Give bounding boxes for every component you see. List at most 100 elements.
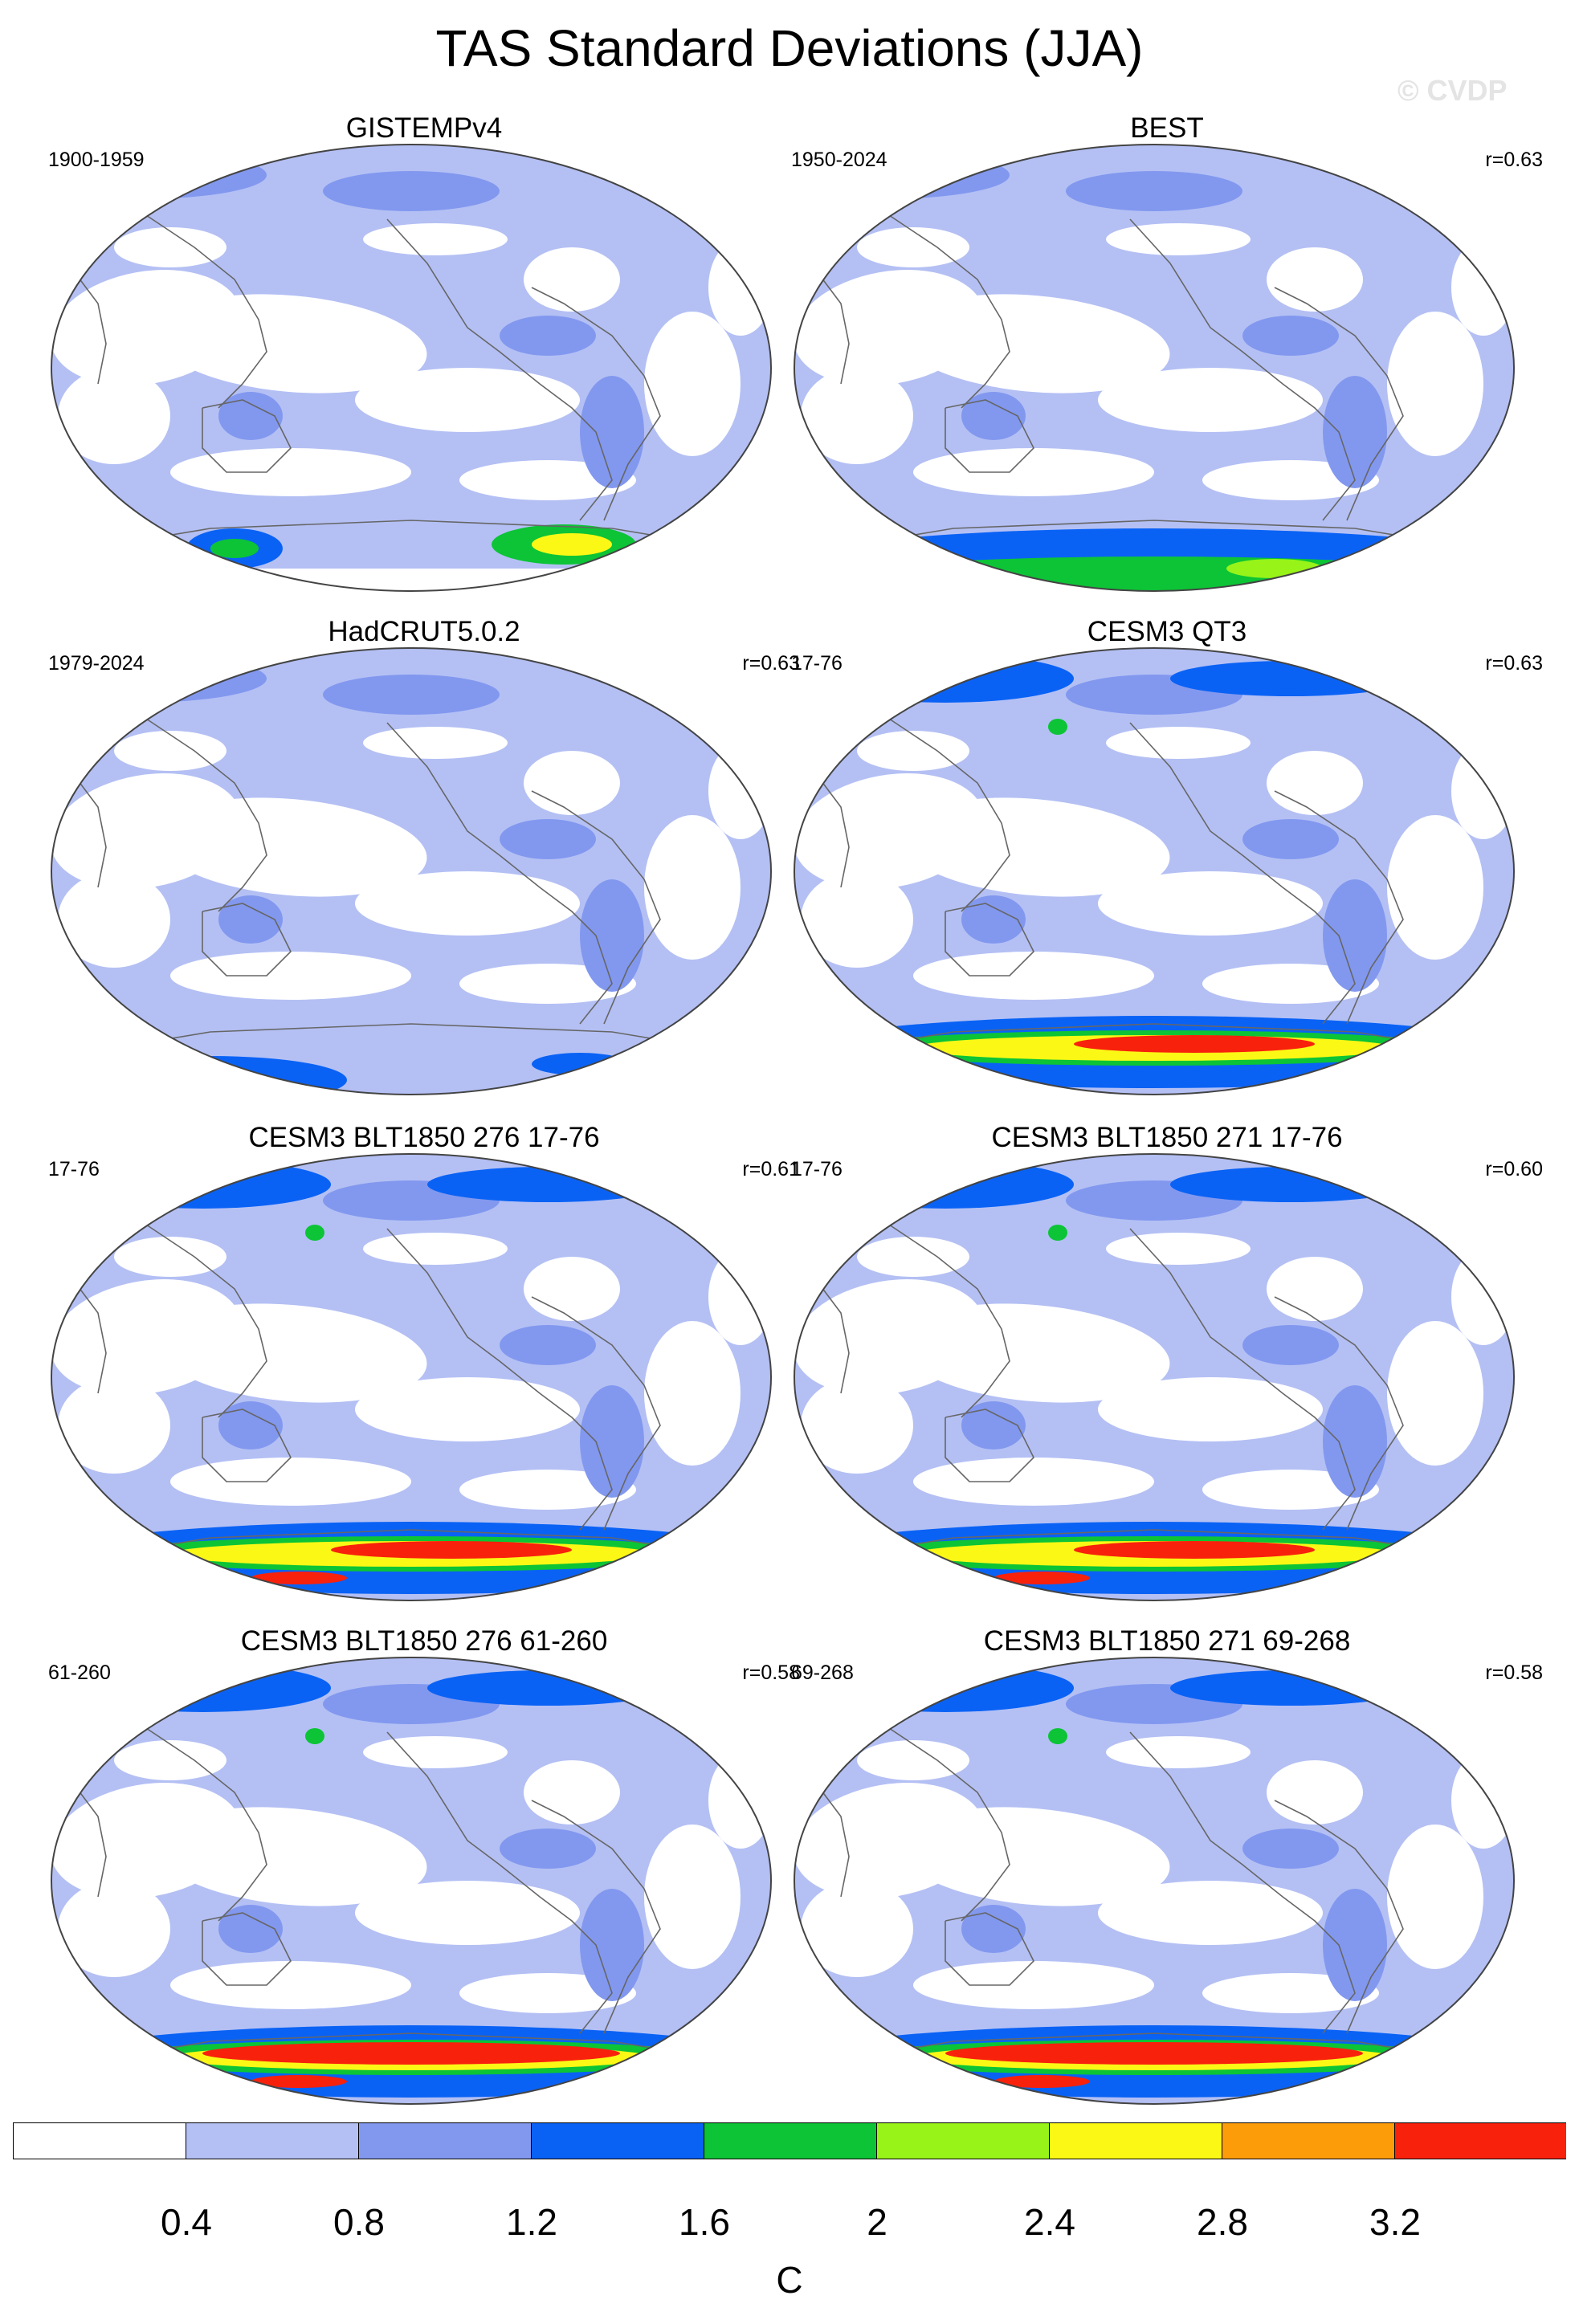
regional-peak <box>305 1728 324 1744</box>
coastline-africa <box>816 1784 850 1898</box>
panel-correlation: r=0.61 <box>742 1158 800 1180</box>
low-variance-region <box>1267 751 1363 815</box>
map-outline <box>794 647 1515 1095</box>
colorbar-swatch <box>876 2122 1050 2159</box>
world-map <box>794 647 1515 1095</box>
moderate-variance-region <box>961 1905 1026 1953</box>
low-variance-region <box>114 227 226 267</box>
colorbar-unit: C <box>776 2259 803 2301</box>
coastline-australia <box>202 1409 292 1482</box>
moderate-variance-region <box>218 392 283 440</box>
low-variance-region <box>1106 223 1251 255</box>
panel-correlation: r=0.58 <box>742 1661 800 1684</box>
low-variance-region <box>58 1881 170 1977</box>
panel-period: 1950-2024 <box>791 149 887 171</box>
coastline-south-america <box>1274 1296 1404 1531</box>
moderate-variance-region <box>1323 1889 1387 2001</box>
low-variance-region <box>1267 1760 1363 1825</box>
low-variance-region <box>801 871 913 968</box>
map-outline <box>51 1153 772 1601</box>
arctic-high-variance <box>817 654 1074 703</box>
low-variance-region <box>58 1377 170 1474</box>
colorbar-tick-label: 1.2 <box>506 2201 557 2243</box>
low-variance-region <box>1387 312 1483 456</box>
coastline-asia <box>888 1727 1010 1922</box>
coastline-africa <box>816 1280 850 1394</box>
moderate-variance-region <box>218 1905 283 1953</box>
antarctic-high-variance <box>817 557 1491 591</box>
southern-ocean-peak <box>251 1572 347 1584</box>
map-outline <box>51 1657 772 2105</box>
coastline-africa <box>816 774 850 888</box>
low-variance-region <box>1387 1321 1483 1466</box>
colorbar-tick-label: 0.8 <box>333 2201 385 2243</box>
moderate-variance-region <box>323 171 500 211</box>
coastline-americas <box>386 1731 613 2034</box>
arctic-high-variance <box>1170 1670 1411 1706</box>
coastline-africa <box>816 271 850 385</box>
low-variance-region <box>913 448 1154 496</box>
moderate-variance-region <box>961 895 1026 944</box>
map-outline <box>794 144 1515 592</box>
coastline-south-america <box>531 790 661 1025</box>
regional-peak <box>1048 1728 1067 1744</box>
southern-ocean-peak <box>331 1541 572 1559</box>
panel-correlation: r=0.63 <box>1485 149 1543 171</box>
moderate-variance-region <box>580 879 644 992</box>
panel-title: BEST <box>1130 112 1204 144</box>
low-variance-region <box>114 1237 226 1277</box>
colorbar-tick-label: 2.4 <box>1024 2201 1075 2243</box>
low-variance-region <box>1106 727 1251 759</box>
low-variance-region <box>1098 368 1323 432</box>
coastline-south-america <box>1274 1800 1404 2034</box>
arctic-high-variance <box>74 1664 331 1712</box>
coastline-americas <box>1129 1731 1356 2034</box>
low-variance-region <box>644 1825 741 1969</box>
low-variance-region <box>355 1881 580 1945</box>
moderate-variance-region <box>1242 1829 1339 1869</box>
coastline-australia <box>202 903 292 976</box>
low-variance-region <box>524 247 620 312</box>
low-variance-region <box>897 797 1170 897</box>
coastline-south-america <box>1274 790 1404 1025</box>
coastline-africa <box>73 271 107 385</box>
arctic-high-variance <box>74 1160 331 1209</box>
low-variance-region <box>913 1961 1154 2009</box>
colorbar-swatch <box>358 2122 532 2159</box>
low-variance-region <box>170 448 411 496</box>
moderate-variance-region <box>500 819 596 859</box>
low-variance-region <box>1098 871 1323 936</box>
world-map <box>51 1657 772 2105</box>
map-outline <box>794 1153 1515 1601</box>
colorbar-swatch <box>1394 2122 1566 2159</box>
low-variance-region <box>1106 1233 1251 1265</box>
low-variance-region <box>524 751 620 815</box>
moderate-variance-region <box>1323 879 1387 992</box>
panel-6: CESM3 BLT1850 271 17-76 17-76 r=0.60 <box>791 1122 1543 1620</box>
moderate-variance-region <box>1323 376 1387 488</box>
low-variance-region <box>801 1377 913 1474</box>
colorbar-tick-label: 0.4 <box>161 2201 212 2243</box>
coastline-americas <box>1129 218 1356 521</box>
low-variance-region <box>897 294 1170 393</box>
moderate-variance-region <box>500 1829 596 1869</box>
moderate-variance-region <box>1066 171 1242 211</box>
moderate-variance-region <box>1242 819 1339 859</box>
moderate-variance-region <box>218 1401 283 1449</box>
low-variance-region <box>1267 247 1363 312</box>
panel-title: CESM3 BLT1850 271 17-76 <box>991 1122 1343 1153</box>
colorbar-swatch <box>186 2122 359 2159</box>
world-map <box>794 1657 1515 2105</box>
antarctic-peak <box>1226 559 1323 578</box>
colorbar <box>13 2122 1566 2159</box>
colorbar-swatch <box>13 2122 186 2159</box>
low-variance-region <box>154 1303 427 1403</box>
panel-period: 17-76 <box>791 1158 843 1180</box>
regional-peak <box>1048 1225 1067 1241</box>
panel-period: 17-76 <box>48 1158 100 1180</box>
colorbar-tick-label: 2.8 <box>1197 2201 1248 2243</box>
coastline-americas <box>1129 722 1356 1025</box>
coastline-south-america <box>531 1800 661 2034</box>
panel-correlation: r=0.63 <box>1485 652 1543 675</box>
arctic-high-variance <box>1170 1167 1411 1202</box>
